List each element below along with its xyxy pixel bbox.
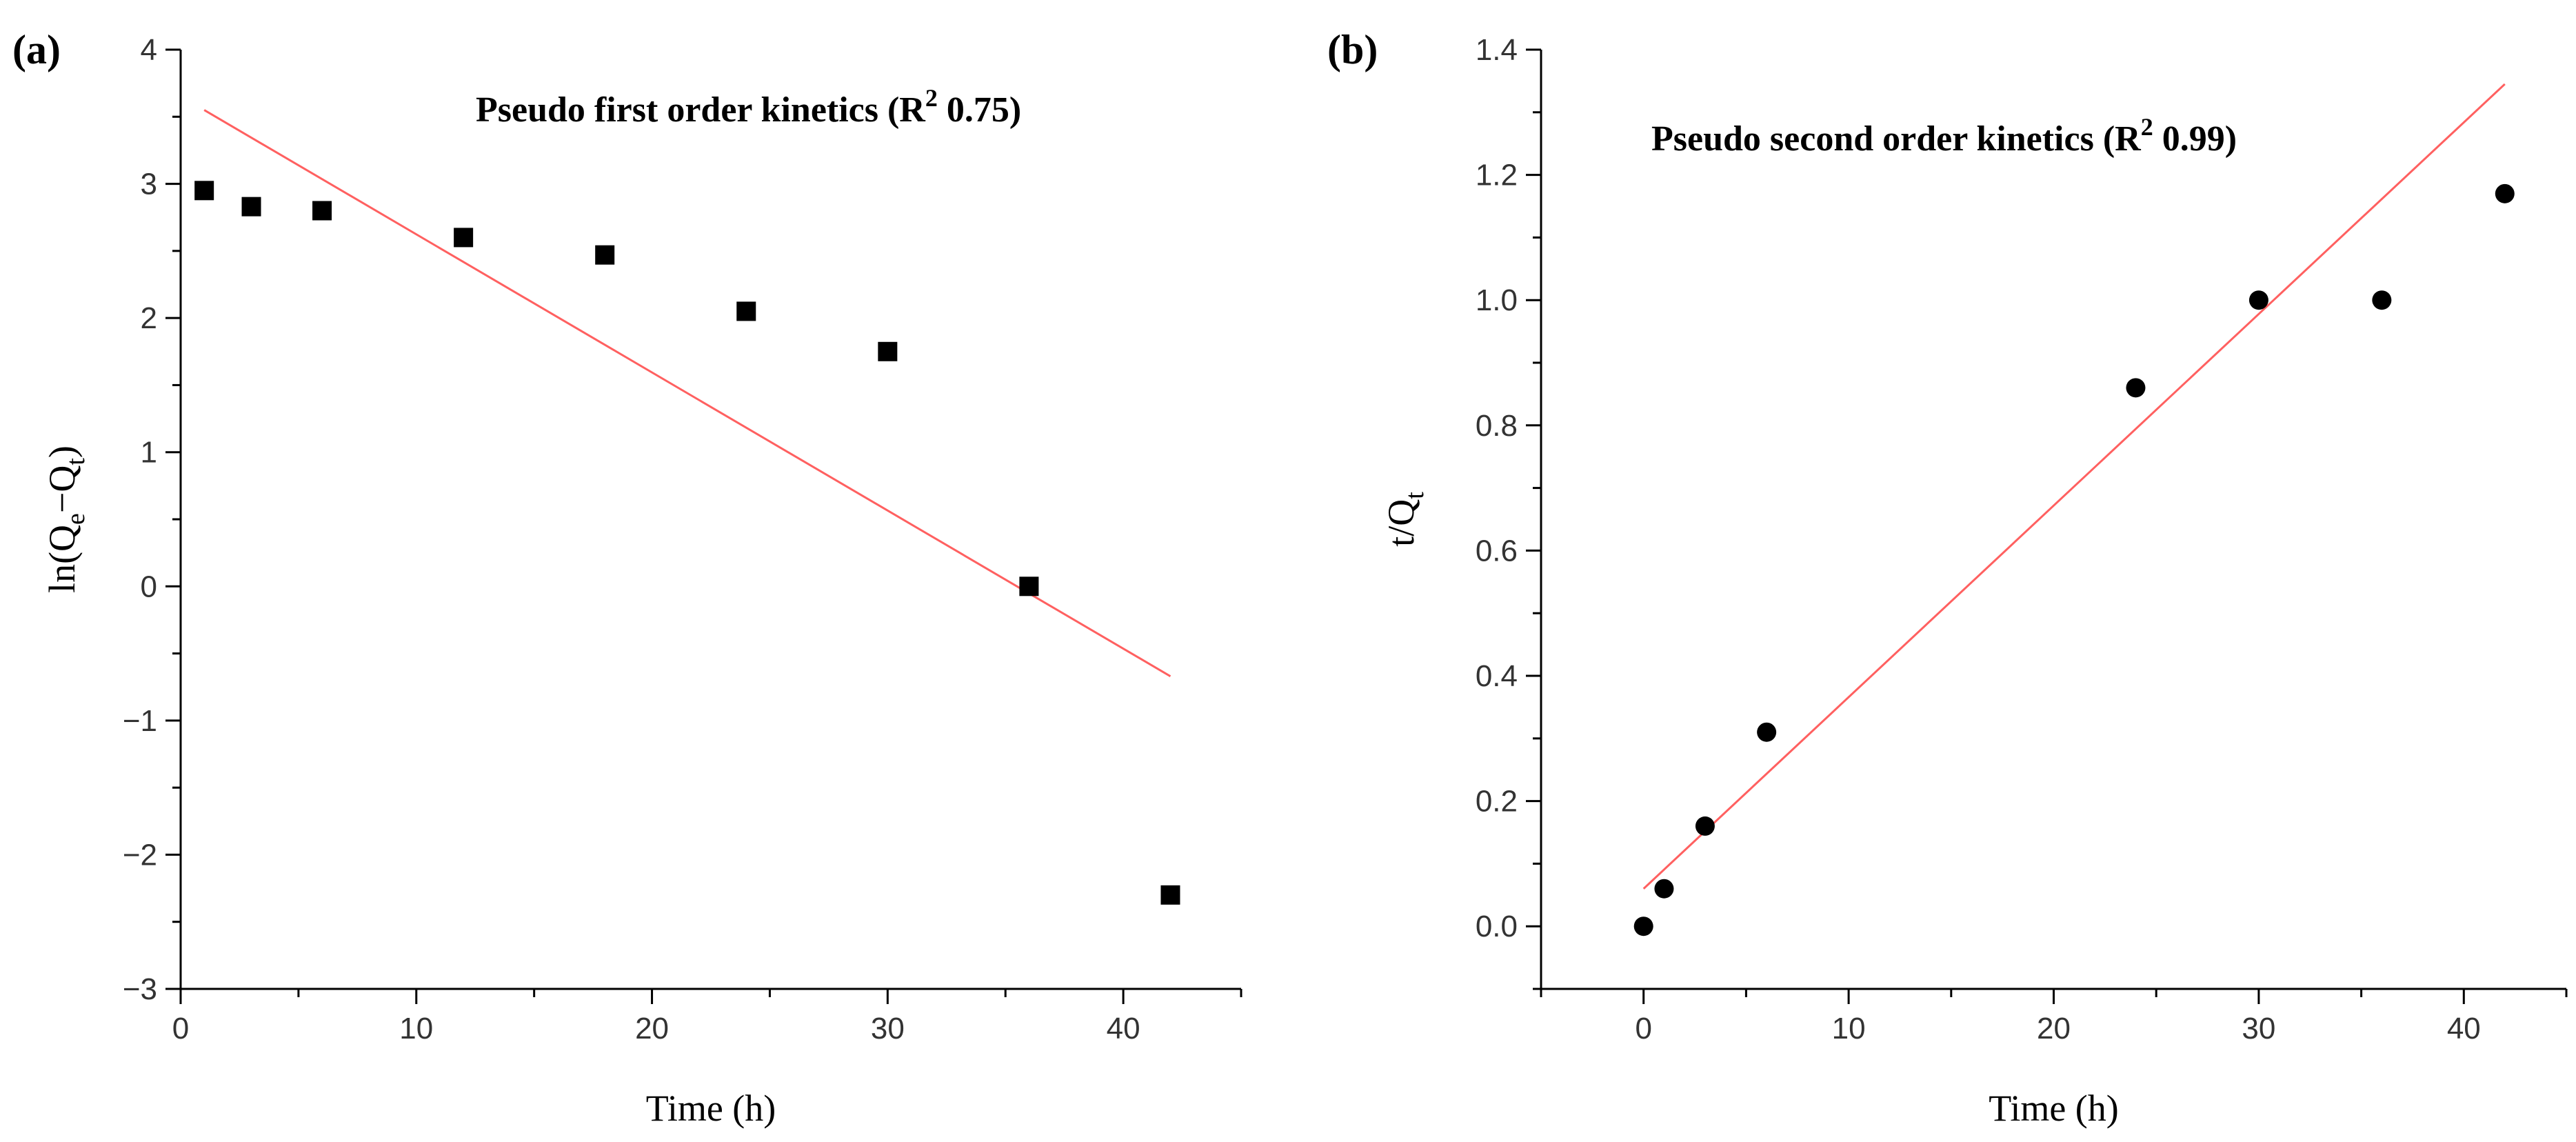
data-point xyxy=(2372,290,2392,310)
y-tick-label: 1 xyxy=(141,436,157,470)
x-tick-label: 20 xyxy=(2037,1012,2071,1045)
x-axis-label: Time (h) xyxy=(1989,1088,2119,1129)
y-tick-label: −1 xyxy=(123,704,157,738)
y-tick-label: 0.6 xyxy=(1476,534,1518,568)
y-tick-label: 1.0 xyxy=(1476,283,1518,317)
data-point xyxy=(194,181,214,201)
x-tick-label: 30 xyxy=(2242,1012,2275,1045)
y-tick-label: 0.0 xyxy=(1476,910,1518,943)
chart-title: Pseudo first order kinetics (R2 0.75) xyxy=(476,84,1021,130)
data-point xyxy=(2248,290,2268,310)
data-point xyxy=(1695,816,1715,836)
y-tick-label: 1.2 xyxy=(1476,159,1518,192)
data-point xyxy=(1160,885,1180,905)
y-tick-label: 3 xyxy=(141,168,157,201)
y-tick-label: 1.4 xyxy=(1476,33,1518,67)
data-point xyxy=(1757,722,1777,742)
x-tick-label: 40 xyxy=(1107,1012,1140,1045)
x-tick-label: 30 xyxy=(871,1012,905,1045)
data-point xyxy=(2126,378,2146,398)
data-point xyxy=(312,201,332,221)
x-tick-label: 10 xyxy=(1832,1012,1866,1045)
y-tick-label: −2 xyxy=(123,838,157,872)
panel-label: (a) xyxy=(12,27,61,72)
y-tick-label: 0 xyxy=(141,570,157,603)
y-axis-label: t/Qt xyxy=(1380,492,1429,547)
y-tick-label: 4 xyxy=(141,33,157,67)
x-tick-label: 10 xyxy=(399,1012,433,1045)
data-point xyxy=(1654,879,1674,899)
data-point xyxy=(878,341,898,361)
data-point xyxy=(736,301,756,321)
fit-line xyxy=(1642,83,2506,890)
fit-line xyxy=(203,109,1171,677)
x-tick-label: 40 xyxy=(2447,1012,2481,1045)
panel-label: (b) xyxy=(1327,27,1378,72)
chart-title: Pseudo second order kinetics (R2 0.99) xyxy=(1651,113,2237,159)
data-point xyxy=(1633,916,1653,936)
y-tick-label: 0.2 xyxy=(1476,785,1518,819)
data-point xyxy=(595,245,615,265)
y-tick-label: 0.8 xyxy=(1476,409,1518,443)
data-point xyxy=(2495,183,2515,203)
y-tick-label: −3 xyxy=(123,972,157,1006)
y-tick-label: 2 xyxy=(141,301,157,335)
panel-b: 0 10 20 30 40 0.0 0.2 0.4 0.6 0.8 1.0 1.2 1.4 (b) Pseu… xyxy=(1327,27,2568,1129)
data-point xyxy=(1019,577,1039,597)
x-tick-label: 20 xyxy=(635,1012,669,1045)
x-tick-label: 0 xyxy=(1635,1012,1651,1045)
x-tick-label: 0 xyxy=(172,1012,189,1045)
data-point xyxy=(454,228,474,248)
y-tick-label: 0.4 xyxy=(1476,659,1518,693)
y-axis-label: ln(Qe−Qt) xyxy=(41,445,90,593)
data-point xyxy=(241,197,261,217)
x-axis-label: Time (h) xyxy=(646,1088,776,1129)
panel-a: 0 10 20 30 40 −3 −2 −1 0 1 2 3 4 (a) Pseudo first orde… xyxy=(12,27,1242,1129)
